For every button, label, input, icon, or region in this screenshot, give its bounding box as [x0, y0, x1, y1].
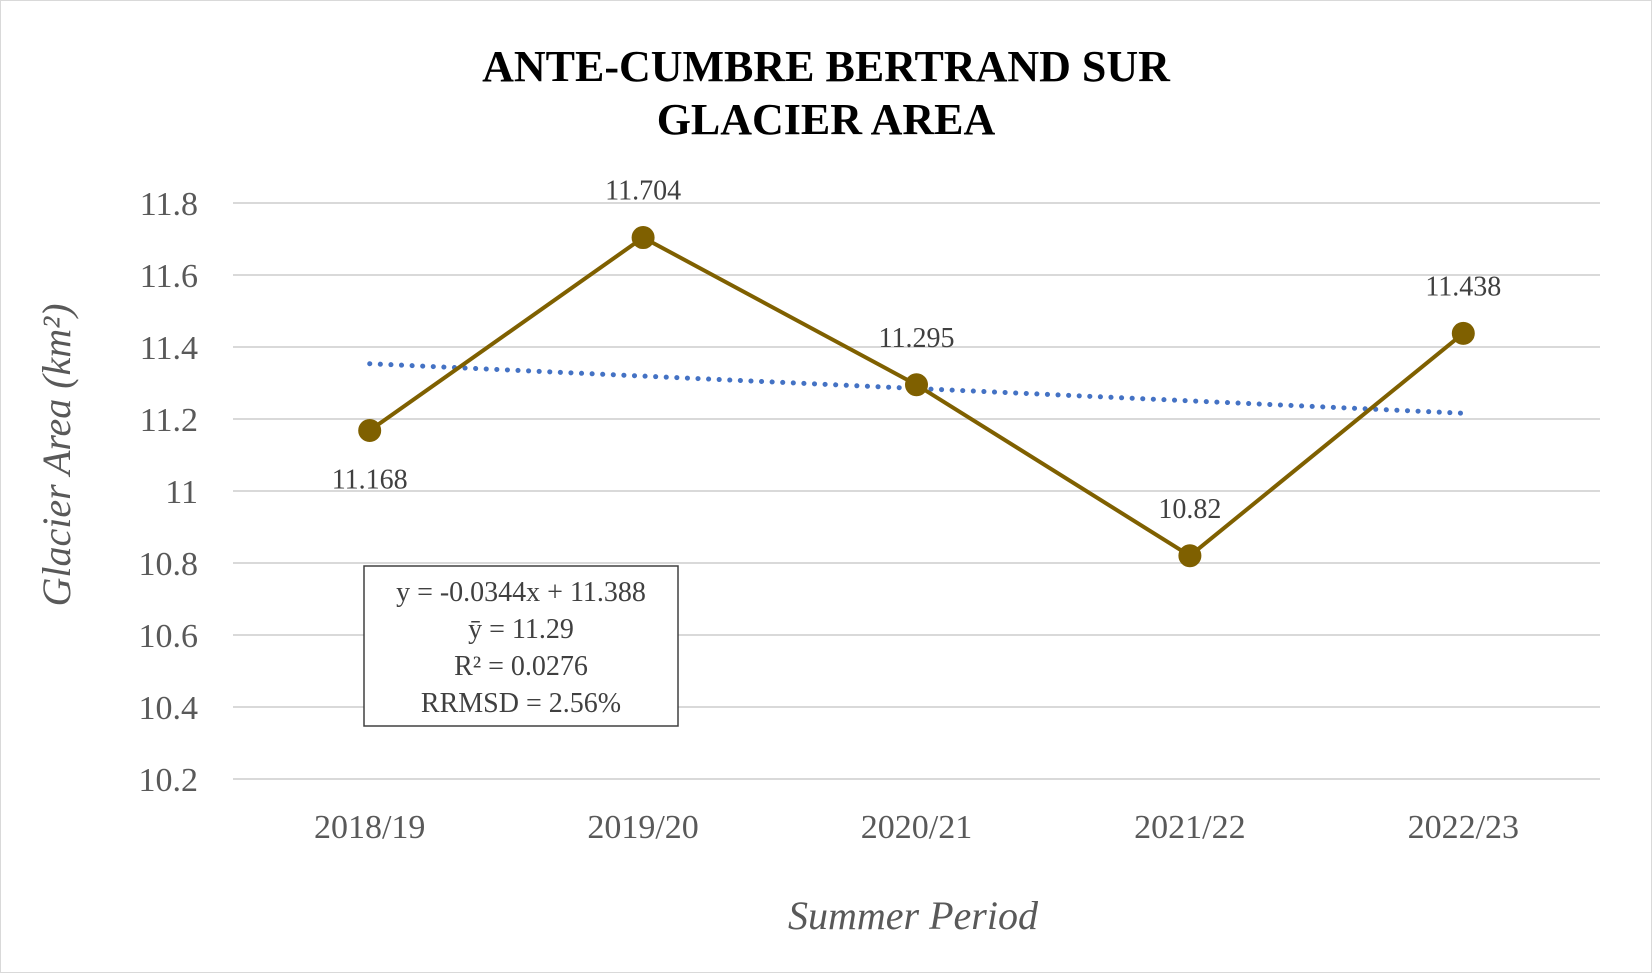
- chart-title-line2: GLACIER AREA: [657, 95, 996, 144]
- y-tick-label: 11.4: [140, 330, 198, 367]
- stats-rrmsd: RRMSD = 2.56%: [421, 688, 621, 719]
- series-point: [631, 226, 655, 250]
- y-tick-label: 10.8: [139, 546, 199, 583]
- y-tick-label: 11.2: [140, 402, 198, 439]
- x-tick-labels: 2018/19 2019/20 2020/21 2021/22 2022/23: [314, 809, 1519, 846]
- data-label: 11.295: [879, 323, 955, 354]
- data-label-group: 11.168 11.704 11.295 10.82 11.438: [332, 176, 1502, 525]
- y-axis-title: Glacier Area (km²): [34, 303, 79, 606]
- x-tick-label: 2022/23: [1408, 809, 1519, 846]
- chart-title-line1: ANTE-CUMBRE BERTRAND SUR: [482, 42, 1171, 91]
- stats-mean: ȳ = 11.29: [468, 614, 574, 645]
- y-tick-label: 10.2: [139, 762, 199, 799]
- x-tick-label: 2018/19: [314, 809, 425, 846]
- series-point: [905, 373, 928, 397]
- series-group: [358, 226, 1475, 568]
- series-line: [368, 235, 1465, 559]
- series-point: [1451, 321, 1475, 345]
- x-tick-label: 2019/20: [587, 809, 698, 846]
- y-tick-label: 10.4: [139, 690, 199, 727]
- y-tick-labels: 10.2 10.4 10.6 10.8 11 11.2 11.4 11.6 11.8: [139, 186, 199, 799]
- y-tick-label: 11.6: [140, 258, 198, 295]
- stats-r2: R² = 0.0276: [454, 651, 588, 682]
- series-point: [358, 419, 382, 443]
- y-tick-label: 11: [165, 474, 198, 511]
- trendline-group: [367, 361, 1466, 416]
- x-axis-title: Summer Period: [788, 893, 1039, 938]
- x-tick-label: 2020/21: [861, 809, 972, 846]
- data-label: 11.704: [605, 176, 681, 207]
- data-label: 11.168: [332, 465, 408, 496]
- x-tick-label: 2021/22: [1134, 809, 1245, 846]
- stats-equation: y = -0.0344x + 11.388: [396, 577, 646, 608]
- stats-box: y = -0.0344x + 11.388 ȳ = 11.29 R² = 0.0…: [363, 565, 679, 727]
- trendline: [367, 361, 1466, 416]
- data-label: 10.82: [1158, 494, 1221, 525]
- stats-box-border: [363, 565, 679, 727]
- series-point: [1178, 544, 1202, 568]
- y-tick-label: 10.6: [139, 618, 199, 655]
- data-label: 11.438: [1425, 271, 1501, 302]
- y-tick-label: 11.8: [140, 186, 198, 223]
